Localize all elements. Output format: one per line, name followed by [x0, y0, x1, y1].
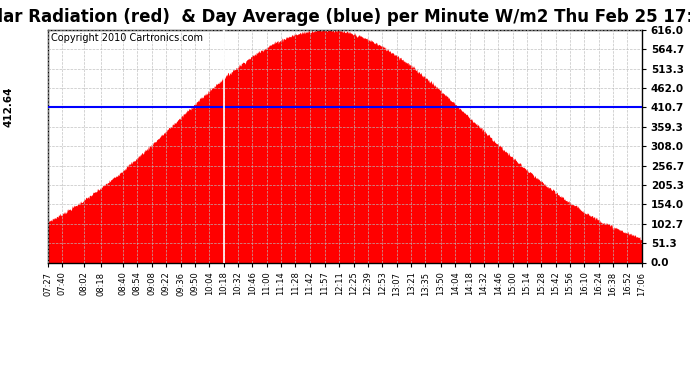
Text: Solar Radiation (red)  & Day Average (blue) per Minute W/m2 Thu Feb 25 17:38: Solar Radiation (red) & Day Average (blu… [0, 8, 690, 26]
Text: 412.64: 412.64 [3, 87, 13, 127]
Text: Copyright 2010 Cartronics.com: Copyright 2010 Cartronics.com [51, 33, 204, 44]
